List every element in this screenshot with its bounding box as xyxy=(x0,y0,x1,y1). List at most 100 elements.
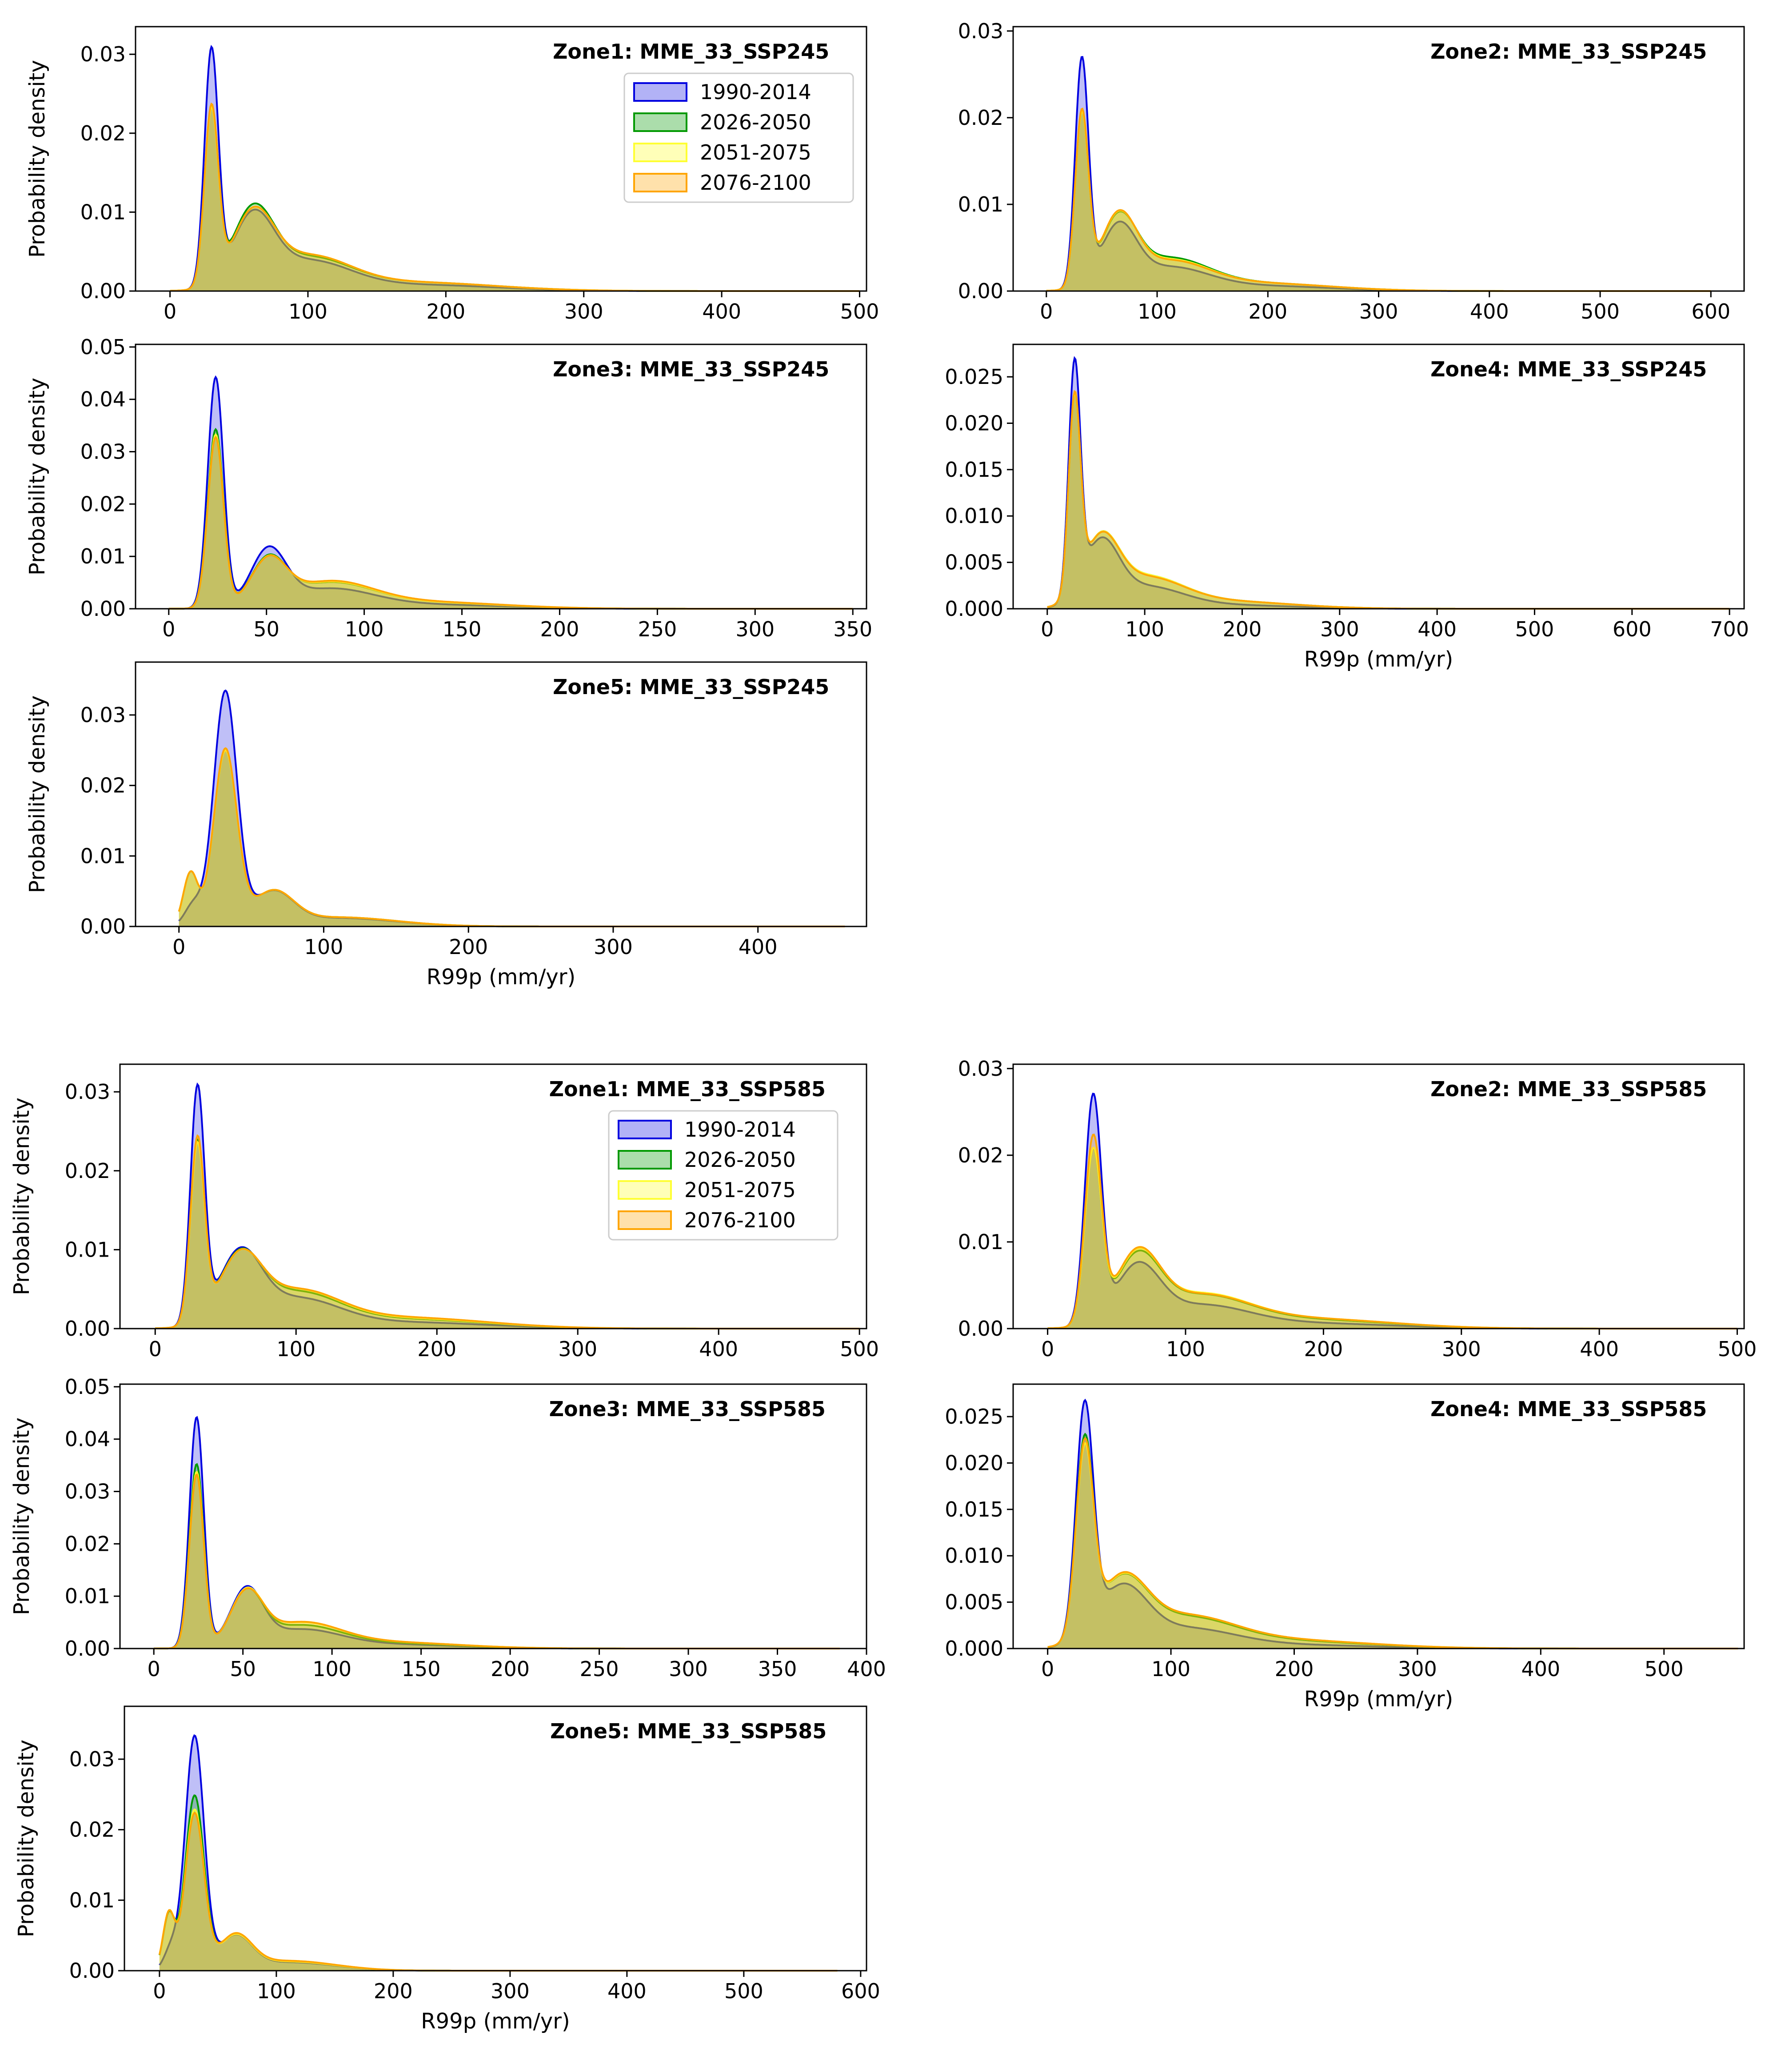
legend-label: 1990-2014 xyxy=(700,80,811,104)
density-fill-2051-2075 xyxy=(159,1809,838,1971)
y-tick-label: 0.01 xyxy=(958,1230,1003,1254)
density-fill-2076-2100 xyxy=(1047,1438,1738,1649)
y-tick-label: 0.00 xyxy=(80,279,126,303)
x-tick-label: 0 xyxy=(164,299,176,323)
y-axis-label: Probability density xyxy=(25,60,50,258)
x-tick-label: 100 xyxy=(288,299,327,323)
density-fill-1990-2014 xyxy=(1047,1094,1737,1329)
density-line-1990-2014 xyxy=(1047,356,1730,610)
y-axis-label: Probability density xyxy=(9,1098,34,1295)
y-tick-label: 0.01 xyxy=(80,544,126,568)
density-fill-2076-2100 xyxy=(159,1813,838,1971)
axes-frame xyxy=(119,1063,867,1329)
axes-frame xyxy=(135,26,867,292)
x-tick-label: 200 xyxy=(1223,617,1262,641)
x-axis-label: R99p (mm/yr) xyxy=(421,2009,570,2034)
y-tick-label: 0.01 xyxy=(65,1238,110,1262)
x-axis-label: R99p (mm/yr) xyxy=(1304,1687,1453,1712)
y-tick-label: 0.03 xyxy=(65,1080,110,1104)
y-tick-label: 0.020 xyxy=(945,1451,1003,1475)
density-fill-2076-2100 xyxy=(168,437,853,609)
density-fill-2076-2100 xyxy=(154,1474,840,1649)
x-tick-label: 100 xyxy=(312,1657,351,1681)
x-tick-label: 100 xyxy=(1151,1657,1190,1681)
y-tick-label: 0.03 xyxy=(69,1747,115,1771)
y-tick-label: 0.04 xyxy=(65,1427,110,1451)
x-tick-label: 600 xyxy=(1691,299,1730,323)
subplot-zone5-ssp585: 0 100 200 300 400 500 600 0.00 0.01 0.02 0.03 Zone5… xyxy=(14,1705,880,2034)
density-fill-1990-2014 xyxy=(1047,1400,1738,1649)
x-tick-label: 500 xyxy=(840,1337,879,1361)
legend-swatch-2076-2100 xyxy=(618,1210,672,1230)
y-tick-label: 0.010 xyxy=(945,1544,1003,1568)
legend-label: 1990-2014 xyxy=(684,1118,796,1142)
legend-box xyxy=(608,1110,839,1241)
x-tick-label: 0 xyxy=(149,1337,162,1361)
y-tick-label: 0.025 xyxy=(945,365,1003,389)
density-fill-2051-2075 xyxy=(179,750,845,926)
density-fill-2051-2075 xyxy=(1047,393,1730,609)
y-tick-label: 0.04 xyxy=(80,387,126,411)
y-tick-label: 0.000 xyxy=(945,1637,1003,1661)
x-tick-label: 500 xyxy=(1718,1337,1757,1361)
panel-title: Zone4: MME_33_SSP585 xyxy=(1430,1397,1707,1421)
x-axis-label: R99p (mm/yr) xyxy=(427,965,575,990)
y-axis-label: Probability density xyxy=(25,378,50,575)
panel-title: Zone1: MME_33_SSP245 xyxy=(553,40,829,64)
axes-frame xyxy=(1012,1383,1745,1649)
y-tick-label: 0.01 xyxy=(69,1888,115,1912)
y-tick-label: 0.02 xyxy=(69,1818,115,1842)
x-tick-label: 300 xyxy=(1359,299,1398,323)
x-tick-label: 200 xyxy=(540,617,579,641)
x-tick-label: 150 xyxy=(402,1657,441,1681)
density-fill-2076-2100 xyxy=(179,748,845,926)
y-tick-label: 0.00 xyxy=(65,1317,110,1341)
x-tick-label: 0 xyxy=(1040,299,1053,323)
x-tick-label: 0 xyxy=(1041,617,1054,641)
legend-swatch-2026-2050 xyxy=(633,112,687,132)
y-tick-label: 0.03 xyxy=(80,703,126,727)
y-tick-label: 0.02 xyxy=(958,1143,1003,1167)
density-line-2076-2100 xyxy=(158,1812,838,1972)
x-tick-label: 200 xyxy=(1304,1337,1343,1361)
density-fill-2076-2100 xyxy=(170,104,860,291)
x-tick-label: 150 xyxy=(443,617,482,641)
panel-title: Zone2: MME_33_SSP585 xyxy=(1430,1077,1707,1101)
x-tick-label: 100 xyxy=(1138,299,1177,323)
subplot-zone1-ssp245: 0 100 200 300 400 500 0.00 0.01 0.02 0.03 Zone1: M… xyxy=(25,26,879,323)
x-tick-label: 100 xyxy=(304,935,343,959)
x-tick-label: 500 xyxy=(724,1979,763,2003)
x-tick-label: 200 xyxy=(1275,1657,1314,1681)
subplot-zone2-ssp245: 0 100 200 300 400 500 600 0.00 0.01 0.02 0.03 Zone2… xyxy=(958,19,1745,323)
y-tick-label: 0.00 xyxy=(65,1637,110,1661)
y-tick-label: 0.03 xyxy=(65,1480,110,1504)
subplot-zone2-ssp585: 0 100 200 300 400 500 0.00 0.01 0.02 0.03 Zone2: M… xyxy=(958,1057,1757,1361)
density-line-1990-2014 xyxy=(159,1734,838,1972)
legend-box xyxy=(623,72,854,203)
y-tick-label: 0.02 xyxy=(80,774,126,798)
x-tick-label: 100 xyxy=(1166,1337,1205,1361)
x-tick-label: 400 xyxy=(847,1657,886,1681)
density-line-2076-2100 xyxy=(1047,390,1730,610)
x-tick-label: 0 xyxy=(1041,1337,1054,1361)
y-tick-label: 0.020 xyxy=(945,411,1003,435)
density-fill-2051-2075 xyxy=(1047,1147,1737,1329)
panel-title: Zone5: MME_33_SSP585 xyxy=(550,1719,827,1743)
x-tick-label: 0 xyxy=(148,1657,160,1681)
density-fill-2026-2050 xyxy=(154,1464,840,1649)
x-tick-label: 300 xyxy=(558,1337,597,1361)
x-tick-label: 0 xyxy=(153,1979,166,2003)
x-tick-label: 600 xyxy=(1613,617,1652,641)
density-fill-2026-2050 xyxy=(170,105,860,291)
density-fill-1990-2014 xyxy=(1046,57,1711,291)
x-tick-label: 200 xyxy=(417,1337,456,1361)
y-tick-label: 0.00 xyxy=(80,597,126,621)
x-tick-label: 400 xyxy=(607,1979,647,2003)
density-fill-1990-2014 xyxy=(179,691,845,926)
y-tick-label: 0.02 xyxy=(65,1532,110,1556)
legend-swatch-2026-2050 xyxy=(618,1150,672,1170)
y-tick-label: 0.02 xyxy=(958,106,1003,130)
x-tick-label: 250 xyxy=(638,617,677,641)
density-line-2051-2075 xyxy=(158,1809,838,1972)
